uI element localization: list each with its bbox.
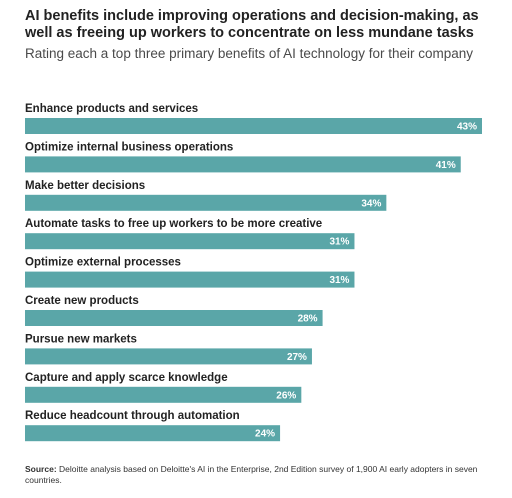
category-label: Optimize internal business operations	[25, 141, 233, 153]
category-label: Optimize external processes	[25, 257, 181, 269]
category-label: Pursue new markets	[25, 333, 137, 345]
bar	[25, 271, 355, 288]
bar	[25, 118, 482, 134]
source-note: Source: Deloitte analysis based on Deloi…	[25, 464, 495, 486]
bar	[25, 425, 281, 442]
value-label: 28%	[298, 314, 318, 325]
value-label: 24%	[255, 429, 275, 440]
value-label: 31%	[329, 237, 349, 248]
value-label: 26%	[276, 390, 296, 401]
value-label: 41%	[436, 160, 456, 171]
chart-subtitle: Rating each a top three primary benefits…	[25, 46, 473, 61]
value-label: 27%	[287, 352, 307, 363]
value-label: 34%	[361, 198, 381, 209]
source-label: Source:	[25, 464, 57, 474]
category-label: Make better decisions	[25, 180, 145, 192]
category-label: Reduce headcount through automation	[25, 410, 240, 422]
value-label: 31%	[329, 275, 349, 286]
chart-title: AI benefits include improving operations…	[25, 8, 479, 41]
value-label: 43%	[457, 122, 477, 133]
bar	[25, 233, 355, 250]
category-label: Automate tasks to free up workers to be …	[25, 218, 322, 230]
bar	[25, 386, 302, 403]
category-label: Capture and apply scarce knowledge	[25, 372, 228, 384]
bar	[25, 156, 461, 173]
category-label: Enhance products and services	[25, 103, 198, 115]
source-text: Deloitte analysis based on Deloitte's AI…	[25, 464, 478, 485]
bar	[25, 194, 387, 211]
bar	[25, 348, 312, 365]
category-label: Create new products	[25, 295, 139, 307]
bar	[25, 310, 323, 326]
